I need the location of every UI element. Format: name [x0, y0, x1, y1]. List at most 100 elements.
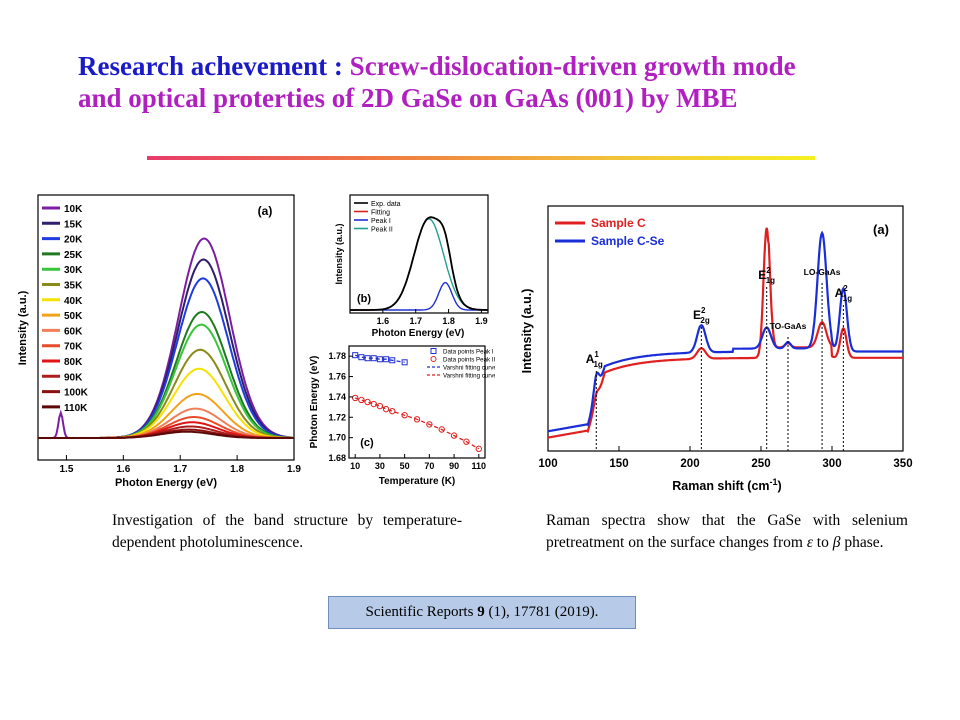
legend-label: Peak II	[371, 227, 393, 234]
raman-chart: A1 1g E2 2g E2 1g TO-GaAs LO-GaAs A2 1g Sample C S…	[520, 205, 913, 493]
pl-curve-110K	[38, 430, 294, 439]
peak-ii-point	[475, 445, 483, 453]
peak-ii-point	[463, 438, 470, 445]
legend-label: 80K	[64, 357, 83, 368]
legend-label: Peak I	[371, 218, 391, 225]
plot-frame	[547, 205, 904, 452]
peak-annotation: LO-GaAs	[804, 267, 841, 277]
title-prefix: Research achevement :	[78, 51, 343, 81]
x-tick-label: 100	[538, 458, 557, 470]
x-axis-label: Photon Energy (eV)	[372, 328, 465, 339]
x-tick-label: 200	[680, 458, 699, 470]
peak-annotation: E2 1g	[758, 266, 775, 285]
peak-i-point	[401, 359, 408, 366]
legend-label: Sample C-Se	[591, 234, 665, 248]
x-tick-label: 30	[375, 461, 385, 471]
x-tick-label: 1.9	[287, 464, 301, 475]
peak-ii-point	[358, 396, 365, 404]
epsilon-symbol: ε	[806, 534, 813, 551]
peak-ii-point	[438, 426, 445, 433]
x-tick-label: 1.7	[173, 464, 187, 475]
x-tick-label: 1.7	[409, 316, 422, 326]
x-tick-label: 50	[400, 461, 410, 471]
legend-label: 30K	[64, 265, 83, 276]
legend-label: 20K	[64, 235, 83, 246]
x-tick-label: 70	[424, 461, 434, 471]
legend-label: Data points Peak II	[443, 357, 495, 364]
x-tick-label: 110	[472, 461, 487, 471]
legend-label: Varshni fitting curve	[443, 373, 495, 380]
legend-label: Varshni fitting curve	[443, 365, 495, 372]
beta-symbol: β	[832, 534, 841, 551]
title-line2: and optical proterties of 2D GaSe on GaA…	[78, 83, 738, 113]
plot-frame	[37, 194, 295, 461]
y-axis-label: Intensity (a.u.)	[520, 289, 534, 374]
peak-ii-point	[364, 398, 371, 406]
pl-spectra-chart: 10K 15K 20K 25K 30K 35K 40K 50K 60K 70K 80K 90K 100K…	[17, 194, 301, 489]
x-tick-label: 150	[609, 458, 628, 470]
y-axis-label: Intensity (a.u.)	[17, 290, 29, 365]
caption-left: Investigation of the band structure by t…	[112, 512, 462, 551]
panel-label: (a)	[873, 222, 889, 237]
y-tick-label: 1.72	[328, 412, 346, 422]
title-line1: Screw-dislocation-driven growth mode	[349, 51, 796, 81]
peak-i-point	[383, 356, 390, 363]
legend-label: 15K	[64, 219, 83, 230]
varshni-fit-curve	[354, 397, 480, 450]
slide-title: Research achevement : Screw-dislocation-…	[78, 50, 878, 114]
panel-label: (a)	[258, 204, 273, 218]
legend-label: 90K	[64, 372, 83, 383]
legend-label: 40K	[64, 296, 83, 307]
peak-annotation: E2 2g	[693, 306, 710, 325]
peak-ii-point	[450, 432, 458, 439]
x-tick-label: 1.6	[377, 316, 390, 326]
y-tick-label: 1.70	[328, 433, 346, 443]
peak-i-point	[352, 352, 359, 359]
x-tick-label: 1.6	[116, 464, 130, 475]
x-tick-label: 1.8	[442, 316, 455, 326]
legend-label: Fitting	[371, 210, 390, 217]
peak-i-point	[389, 357, 396, 364]
plot-frame	[348, 345, 486, 459]
plot-frame	[349, 194, 489, 314]
x-axis-label: Temperature (K)	[379, 476, 456, 487]
peak-i-point	[364, 355, 371, 362]
legend-label: 35K	[64, 281, 83, 292]
legend-label: 25K	[64, 250, 83, 261]
x-tick-label: 1.8	[230, 464, 244, 475]
x-tick-label: 1.9	[475, 316, 488, 326]
legend-label: 70K	[64, 342, 83, 353]
y-tick-label: 1.74	[328, 392, 346, 402]
legend-label: 110K	[64, 403, 88, 414]
peak-ii-point	[401, 412, 408, 419]
legend-label: Data points Peak I	[443, 349, 494, 356]
peak-annotation: A2 1g	[835, 284, 853, 303]
peak-ii-point	[370, 400, 377, 408]
legend-label: 10K	[64, 204, 83, 215]
x-axis-label: Raman shift (cm-1)	[672, 477, 781, 493]
peak-i-point	[376, 356, 383, 363]
legend-marker	[430, 348, 437, 354]
peak-ii-point	[426, 421, 433, 428]
peak-annotation: A1 1g	[586, 350, 603, 369]
legend-marker	[430, 356, 437, 362]
x-tick-label: 350	[893, 458, 912, 470]
y-tick-label: 1.76	[328, 372, 346, 382]
peak-ii-point	[382, 405, 390, 413]
x-tick-label: 10	[350, 461, 360, 471]
peak-i-point	[358, 354, 365, 361]
legend-label: 100K	[64, 388, 89, 399]
y-tick-label: 1.68	[328, 453, 346, 463]
peak-i-point	[370, 355, 377, 362]
reference-box: Scientific Reports 9 (1), 17781 (2019).	[328, 596, 636, 629]
panel-label: (c)	[360, 437, 374, 449]
caption-right: Raman spectra show that the GaSe with se…	[546, 512, 908, 551]
peak-ii-point	[376, 402, 384, 410]
varshni-fit-curve	[355, 354, 405, 363]
y-axis-label: Intensity (a.u.)	[334, 223, 344, 284]
x-tick-label: 90	[449, 461, 459, 471]
fit-curve-0	[350, 216, 488, 311]
y-tick-label: 1.78	[328, 351, 346, 361]
